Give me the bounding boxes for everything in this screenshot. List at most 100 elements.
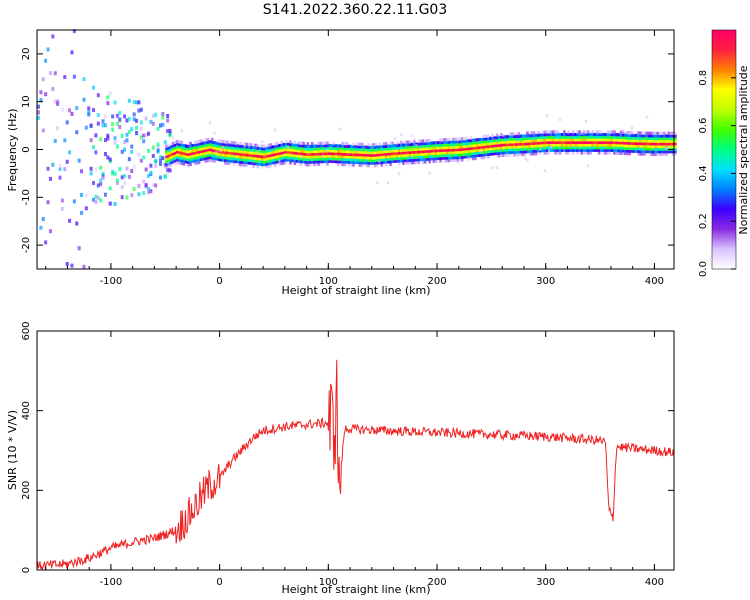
heatmap-cell: [469, 152, 473, 156]
heatmap-cell: [265, 149, 268, 153]
heatmap-cell: [663, 144, 666, 149]
heatmap-cell: [332, 159, 336, 164]
heatmap-cell: [387, 149, 390, 153]
heatmap-cell: [500, 151, 503, 155]
heatmap-cell: [600, 143, 603, 147]
heatmap-cell: [369, 156, 373, 160]
heatmap-cell: [539, 136, 542, 140]
heatmap-cell: [297, 146, 301, 150]
heatmap-cell: [350, 160, 353, 164]
heatmap-cell: [626, 152, 629, 156]
heatmap-cell: [571, 151, 575, 155]
heatmap-cell: [360, 145, 364, 149]
heatmap-cell: [410, 161, 414, 165]
heatmap-cell: [589, 132, 592, 137]
heatmap-cell: [234, 152, 238, 156]
heatmap-cell: [487, 152, 490, 156]
heatmap-cell: [469, 144, 473, 148]
heatmap-cell: [487, 150, 490, 154]
heatmap-cell: [545, 140, 549, 145]
heatmap-cell: [545, 138, 549, 142]
heatmap-cell: [495, 166, 499, 170]
heatmap-cell: [630, 149, 634, 153]
heatmap-cell: [323, 152, 327, 156]
heatmap-cell: [595, 143, 599, 147]
heatmap-cell: [367, 153, 371, 157]
heatmap-cell: [252, 148, 255, 152]
heatmap-cell: [519, 142, 523, 146]
heatmap-cell: [330, 159, 334, 164]
heatmap-cell: [306, 155, 310, 159]
heatmap-cell: [118, 110, 122, 115]
heatmap-cell: [165, 160, 168, 164]
heatmap-cell: [384, 160, 388, 164]
heatmap-cell: [328, 154, 331, 158]
heatmap-cell: [306, 150, 310, 154]
heatmap-cell: [210, 153, 214, 157]
heatmap-cell: [94, 150, 98, 155]
heatmap-cell: [182, 143, 186, 148]
heatmap-cell: [341, 157, 344, 161]
heatmap-cell: [182, 157, 186, 161]
heatmap-cell: [593, 138, 597, 142]
heatmap-cell: [674, 152, 677, 156]
heatmap-cell: [645, 149, 649, 154]
heatmap-cell: [178, 145, 181, 149]
heatmap-cell: [380, 163, 384, 167]
heatmap-cell: [369, 145, 373, 149]
heatmap-cell: [319, 149, 323, 153]
heatmap-cell: [213, 131, 216, 135]
heatmap-cell: [604, 138, 608, 142]
heatmap-cell: [400, 132, 403, 136]
heatmap-cell: [621, 129, 625, 133]
heatmap-cell: [271, 145, 275, 149]
heatmap-cell: [465, 155, 468, 159]
heatmap-cell: [556, 151, 560, 155]
heatmap-cell: [202, 152, 205, 156]
heatmap-cell: [530, 131, 534, 135]
heatmap-cell: [171, 147, 175, 151]
heatmap-cell: [166, 129, 170, 134]
heatmap-cell: [447, 145, 451, 150]
heatmap-cell: [373, 143, 377, 147]
heatmap-cell: [330, 146, 334, 150]
heatmap-cell: [193, 159, 197, 163]
heatmap-cell: [500, 153, 503, 158]
heatmap-cell: [556, 143, 560, 147]
heatmap-cell: [539, 133, 542, 137]
heatmap-cell: [471, 143, 475, 148]
heatmap-cell: [450, 148, 453, 152]
heatmap-cell: [613, 133, 616, 137]
heatmap-cell: [654, 144, 658, 149]
heatmap-cell: [489, 142, 492, 146]
y-tick-label: 10: [21, 95, 32, 108]
heatmap-cell: [669, 134, 673, 138]
heatmap-cell: [552, 138, 555, 142]
heatmap-cell: [441, 140, 444, 145]
heatmap-cell: [623, 146, 627, 150]
heatmap-cell: [332, 144, 336, 148]
heatmap-cell: [123, 139, 127, 144]
heatmap-cell: [441, 151, 444, 155]
heatmap-cell: [441, 143, 444, 147]
heatmap-cell: [639, 139, 642, 143]
heatmap-cell: [360, 161, 364, 165]
heatmap-cell: [554, 148, 558, 152]
heatmap-cell: [454, 145, 458, 149]
heatmap-cell: [458, 145, 462, 149]
heatmap-cell: [103, 114, 107, 119]
heatmap-cell: [445, 145, 449, 150]
heatmap-cell: [241, 158, 244, 162]
heatmap-cell: [515, 147, 518, 152]
heatmap-cell: [521, 142, 525, 146]
heatmap-cell: [263, 152, 266, 156]
heatmap-cell: [465, 149, 468, 154]
heatmap-cell: [460, 139, 464, 144]
heatmap-cell: [487, 134, 490, 138]
heatmap-cell: [237, 144, 240, 148]
heatmap-cell: [245, 153, 249, 157]
heatmap-cell: [210, 158, 214, 163]
heatmap-cell: [617, 135, 621, 140]
heatmap-cell: [137, 100, 141, 105]
heatmap-cell: [197, 160, 201, 165]
